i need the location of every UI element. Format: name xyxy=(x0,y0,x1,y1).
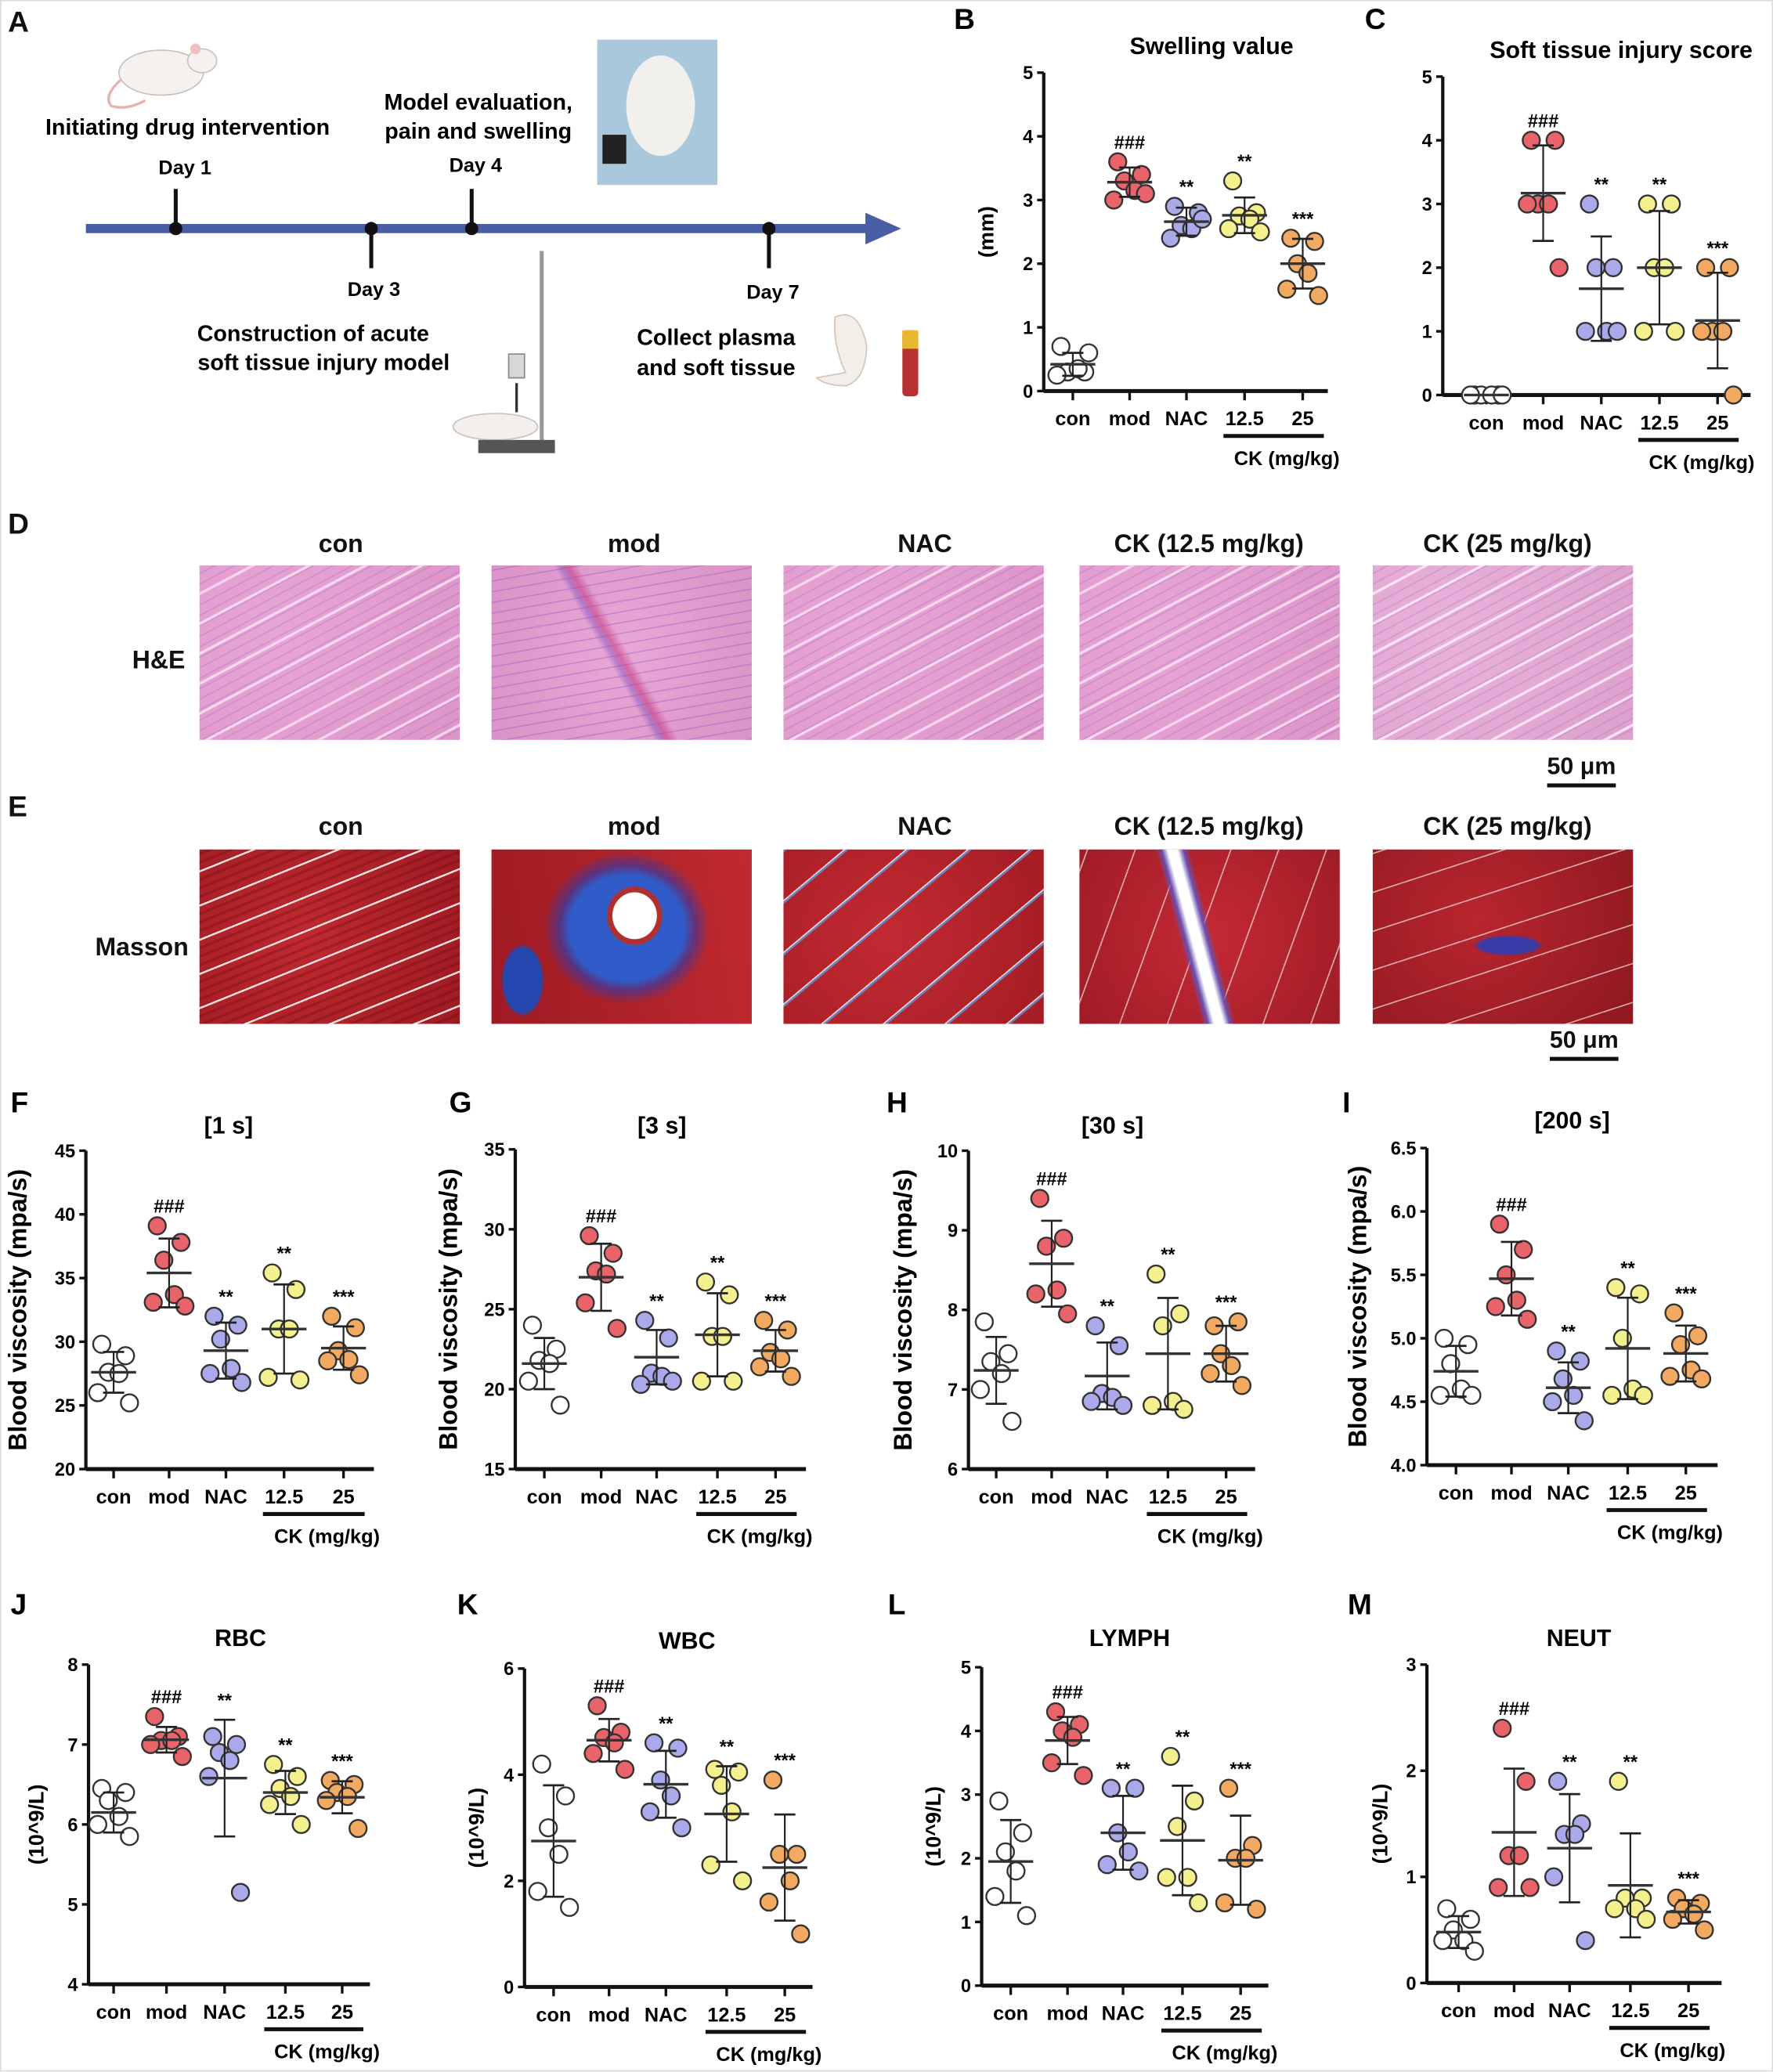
blood-tube-icon xyxy=(902,330,919,397)
he-micrograph-3 xyxy=(1079,565,1340,740)
timeline-arrow-head xyxy=(865,212,901,245)
day3-description-line1: Construction of acute xyxy=(197,321,429,346)
weight-drop-apparatus xyxy=(452,251,555,453)
histology-group-label: NAC xyxy=(897,531,952,559)
he-micrograph-1 xyxy=(491,565,752,740)
day7-description-line2: and soft tissue xyxy=(637,356,795,381)
histology-group-label: mod xyxy=(607,531,661,559)
histology-group-label: CK (25 mg/kg) xyxy=(1423,814,1592,842)
stain-label: Masson xyxy=(95,933,189,962)
scale-bar-line xyxy=(1547,783,1616,788)
day1-description: Initiating drug intervention xyxy=(45,115,330,140)
masson-micrograph-0 xyxy=(199,849,460,1024)
tissue-sample-illustration xyxy=(814,314,868,387)
masson-micrograph-2 xyxy=(783,849,1044,1024)
day4-description-line2: pain and swelling xyxy=(385,119,572,144)
timeline-diagram: Day 1 Day 3 Day 4 Day 7 Initiating drug … xyxy=(45,39,919,453)
scale-bar-label: 50 μm xyxy=(1547,753,1616,780)
day4-description-line1: Model evaluation, xyxy=(384,90,572,115)
rat-photo xyxy=(597,39,718,186)
histology-group-label: NAC xyxy=(897,814,952,842)
he-micrograph-0 xyxy=(199,565,460,740)
day3-label: Day 3 xyxy=(348,279,401,301)
scale-bar-line xyxy=(1549,1056,1619,1061)
he-micrograph-2 xyxy=(783,565,1044,740)
histology-group-label: CK (12.5 mg/kg) xyxy=(1114,814,1304,842)
histology-group-label: CK (25 mg/kg) xyxy=(1423,531,1592,559)
day7-description-line1: Collect plasma xyxy=(637,325,796,350)
histology-group-label: CK (12.5 mg/kg) xyxy=(1114,531,1304,559)
day1-marker xyxy=(168,189,182,236)
histology-group-label: mod xyxy=(607,814,661,842)
stain-label: H&E xyxy=(132,647,186,676)
day7-marker xyxy=(762,222,776,269)
masson-micrograph-1 xyxy=(491,849,752,1024)
scale-bar: 50 μm xyxy=(1535,753,1627,788)
histology-group-label: con xyxy=(318,814,363,842)
masson-micrograph-4 xyxy=(1372,849,1634,1024)
histology-group-label: con xyxy=(318,531,363,559)
scale-bar-label: 50 μm xyxy=(1549,1026,1619,1053)
day1-label: Day 1 xyxy=(158,157,211,179)
day7-label: Day 7 xyxy=(746,281,800,303)
panel-letter-a: A xyxy=(8,5,29,38)
day4-label: Day 4 xyxy=(450,154,503,176)
he-micrograph-4 xyxy=(1372,565,1634,740)
rat-illustration xyxy=(107,43,218,109)
masson-micrograph-3 xyxy=(1079,849,1340,1024)
panel-letter-e: E xyxy=(8,789,27,824)
scale-bar: 50 μm xyxy=(1538,1027,1630,1061)
day3-description-line2: soft tissue injury model xyxy=(197,350,450,375)
panel-letter-d: D xyxy=(8,507,29,541)
day4-marker xyxy=(464,189,478,236)
day3-marker xyxy=(364,222,378,269)
